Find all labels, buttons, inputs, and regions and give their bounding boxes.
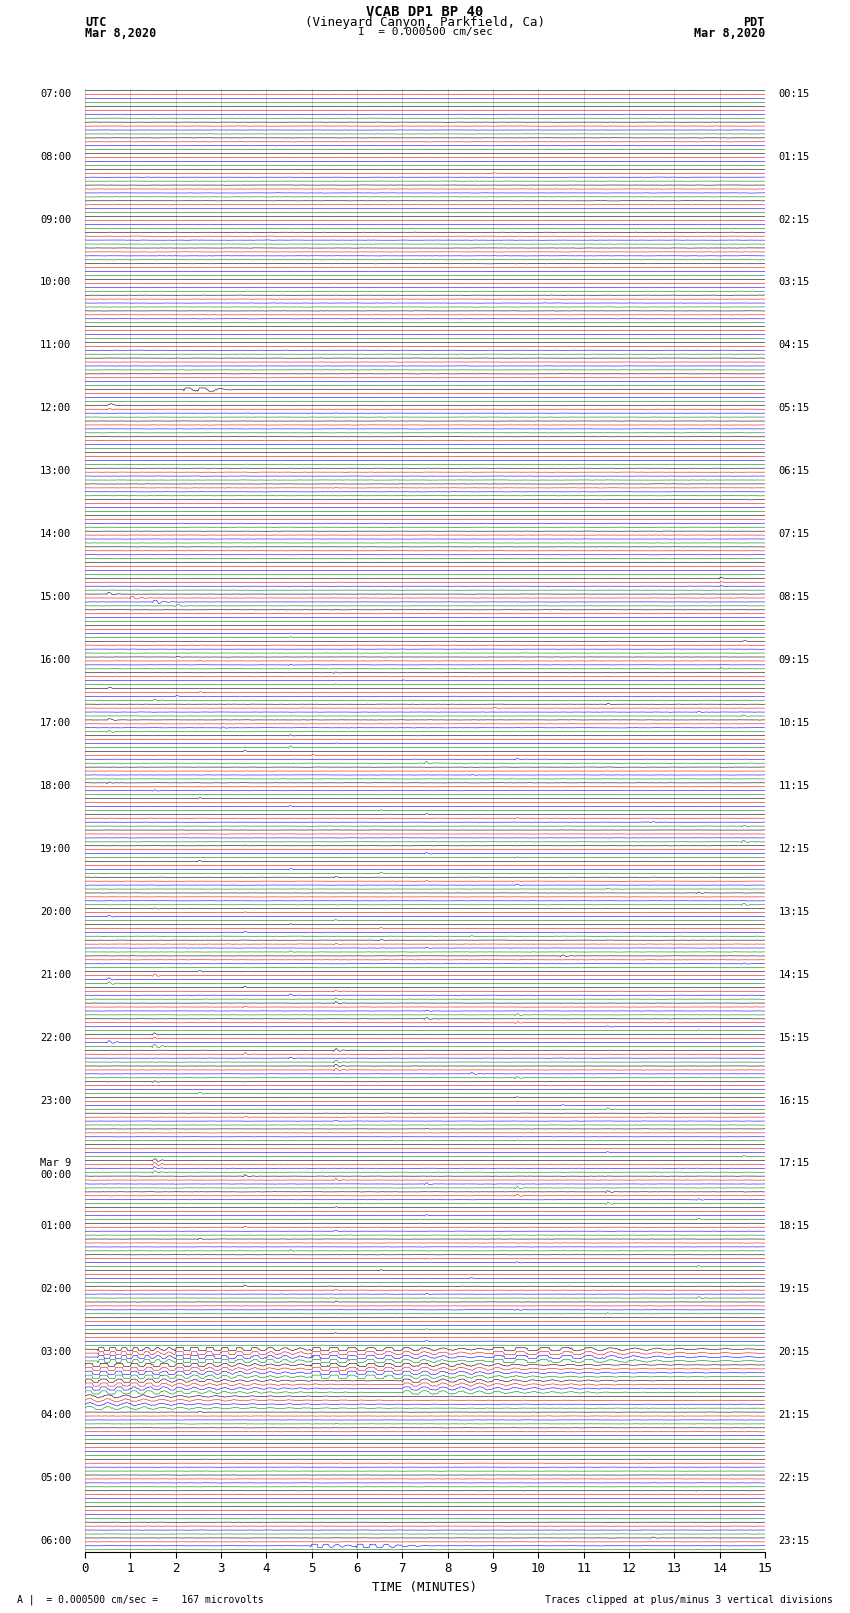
Text: VCAB DP1 BP 40: VCAB DP1 BP 40 (366, 5, 484, 19)
Text: UTC: UTC (85, 16, 106, 29)
Text: 13:00: 13:00 (40, 466, 71, 476)
Text: 10:15: 10:15 (779, 718, 810, 727)
Text: Mar 8,2020: Mar 8,2020 (85, 27, 156, 40)
Text: 04:15: 04:15 (779, 340, 810, 350)
Text: Traces clipped at plus/minus 3 vertical divisions: Traces clipped at plus/minus 3 vertical … (545, 1595, 833, 1605)
Text: 23:00: 23:00 (40, 1095, 71, 1105)
Text: A |  = 0.000500 cm/sec =    167 microvolts: A | = 0.000500 cm/sec = 167 microvolts (17, 1594, 264, 1605)
Text: 19:15: 19:15 (779, 1284, 810, 1294)
Text: 10:00: 10:00 (40, 277, 71, 287)
Text: 11:00: 11:00 (40, 340, 71, 350)
Text: 18:15: 18:15 (779, 1221, 810, 1231)
Text: 17:00: 17:00 (40, 718, 71, 727)
Text: Mar 8,2020: Mar 8,2020 (694, 27, 765, 40)
Text: 14:00: 14:00 (40, 529, 71, 539)
Text: 07:15: 07:15 (779, 529, 810, 539)
Text: 06:00: 06:00 (40, 1536, 71, 1545)
Text: 04:00: 04:00 (40, 1410, 71, 1419)
Text: 20:00: 20:00 (40, 907, 71, 916)
Text: 16:00: 16:00 (40, 655, 71, 665)
Text: 19:00: 19:00 (40, 844, 71, 853)
Text: 21:15: 21:15 (779, 1410, 810, 1419)
Text: 03:15: 03:15 (779, 277, 810, 287)
Text: PDT: PDT (744, 16, 765, 29)
Text: (Vineyard Canyon, Parkfield, Ca): (Vineyard Canyon, Parkfield, Ca) (305, 16, 545, 29)
Text: 17:15: 17:15 (779, 1158, 810, 1168)
Text: 05:00: 05:00 (40, 1473, 71, 1482)
Text: 02:00: 02:00 (40, 1284, 71, 1294)
Text: 23:15: 23:15 (779, 1536, 810, 1545)
Text: 03:00: 03:00 (40, 1347, 71, 1357)
Text: 15:00: 15:00 (40, 592, 71, 602)
Text: 08:00: 08:00 (40, 152, 71, 161)
Text: 01:15: 01:15 (779, 152, 810, 161)
Text: 02:15: 02:15 (779, 215, 810, 224)
Text: 12:15: 12:15 (779, 844, 810, 853)
Text: I  = 0.000500 cm/sec: I = 0.000500 cm/sec (358, 27, 492, 37)
Text: 21:00: 21:00 (40, 969, 71, 979)
Text: 07:00: 07:00 (40, 89, 71, 98)
Text: 06:15: 06:15 (779, 466, 810, 476)
Text: 22:15: 22:15 (779, 1473, 810, 1482)
Text: 20:15: 20:15 (779, 1347, 810, 1357)
Text: 14:15: 14:15 (779, 969, 810, 979)
Text: 08:15: 08:15 (779, 592, 810, 602)
Text: Mar 9
00:00: Mar 9 00:00 (40, 1158, 71, 1181)
Text: 05:15: 05:15 (779, 403, 810, 413)
Text: 15:15: 15:15 (779, 1032, 810, 1042)
Text: 22:00: 22:00 (40, 1032, 71, 1042)
Text: 18:00: 18:00 (40, 781, 71, 790)
Text: 13:15: 13:15 (779, 907, 810, 916)
Text: 09:00: 09:00 (40, 215, 71, 224)
Text: 01:00: 01:00 (40, 1221, 71, 1231)
Text: 16:15: 16:15 (779, 1095, 810, 1105)
Text: 11:15: 11:15 (779, 781, 810, 790)
Text: 09:15: 09:15 (779, 655, 810, 665)
Text: 12:00: 12:00 (40, 403, 71, 413)
X-axis label: TIME (MINUTES): TIME (MINUTES) (372, 1581, 478, 1594)
Text: 00:15: 00:15 (779, 89, 810, 98)
